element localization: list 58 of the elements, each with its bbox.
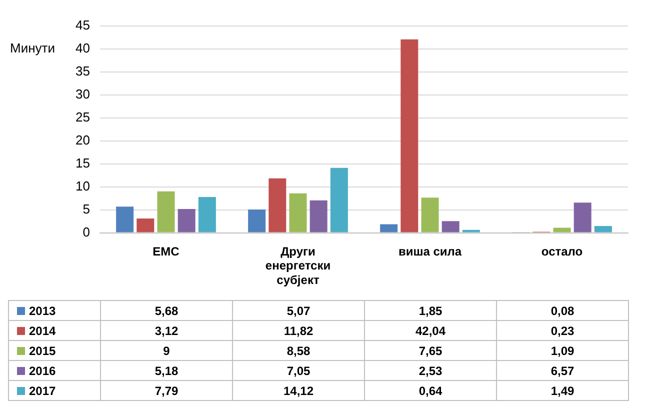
data-label: 14,12 — [232, 380, 364, 400]
bar — [116, 206, 134, 232]
legend-label: 2015 — [29, 344, 56, 358]
legend-label: 2017 — [29, 384, 56, 398]
y-tick-label: 20 — [76, 132, 90, 148]
data-label: 0,64 — [364, 380, 496, 400]
y-tick-label: 30 — [76, 86, 90, 102]
data-label: 0,23 — [496, 320, 628, 340]
data-label: 7,65 — [364, 340, 496, 360]
data-label: 11,82 — [232, 320, 364, 340]
data-label: 3,12 — [100, 320, 232, 340]
x-tick-label: виша сила — [398, 244, 462, 258]
y-tick-label: 35 — [76, 63, 90, 78]
bar — [442, 221, 460, 232]
y-tick-label: 5 — [82, 201, 90, 216]
bar — [198, 196, 216, 232]
legend-label: 2013 — [29, 304, 56, 318]
y-tick-label: 40 — [76, 40, 90, 56]
bar — [421, 198, 439, 232]
data-label: 0,08 — [496, 300, 628, 320]
data-label: 1,49 — [496, 380, 628, 400]
bar — [136, 218, 154, 232]
data-label: 8,58 — [232, 340, 364, 360]
data-label: 5,07 — [232, 300, 364, 320]
data-label: 42,04 — [364, 320, 496, 340]
bar — [157, 191, 175, 232]
bar — [268, 178, 286, 232]
y-tick-label: 10 — [76, 178, 90, 194]
y-tick-label: 45 — [76, 17, 90, 32]
bar — [462, 230, 480, 232]
data-label: 5,18 — [100, 360, 232, 380]
bar — [574, 202, 592, 232]
data-label: 7,05 — [232, 360, 364, 380]
y-tick-label: 15 — [76, 155, 90, 170]
bar — [289, 193, 307, 232]
y-tick-label: 0 — [82, 224, 90, 240]
data-label: 9 — [100, 340, 232, 360]
bar — [248, 209, 266, 232]
x-tick-label: Други енергетски субјект — [265, 244, 331, 288]
legend-label: 2014 — [29, 324, 56, 338]
x-tick-label: ЕМС — [152, 244, 180, 258]
data-label: 5,68 — [100, 300, 232, 320]
data-label: 2,53 — [364, 360, 496, 380]
bar — [330, 168, 348, 232]
data-label: 7,79 — [100, 380, 232, 400]
y-axis-title: Минути — [10, 40, 55, 56]
data-label: 1,85 — [364, 300, 496, 320]
bar — [594, 226, 612, 232]
bar — [178, 208, 196, 232]
bar — [380, 224, 398, 232]
x-tick-label: остало — [541, 244, 583, 258]
data-label: 1,09 — [496, 340, 628, 360]
y-tick-label: 25 — [76, 109, 90, 124]
legend-label: 2016 — [29, 364, 56, 378]
bar — [553, 228, 571, 232]
bar — [310, 200, 328, 232]
data-label: 6,57 — [496, 360, 628, 380]
bar — [400, 39, 418, 232]
